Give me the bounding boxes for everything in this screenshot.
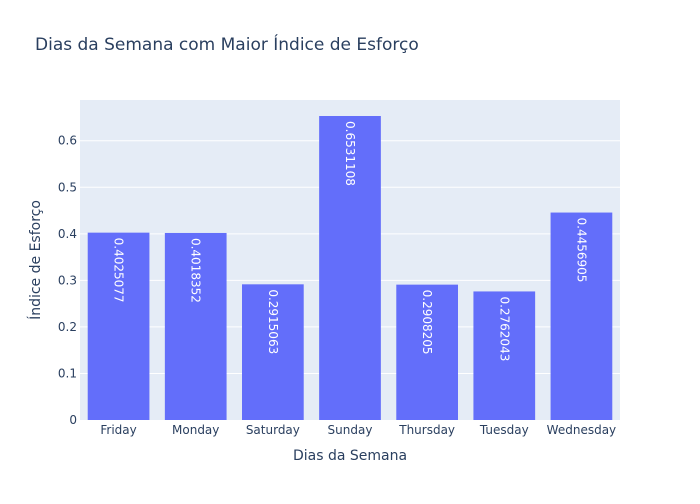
- x-tick-label: Tuesday: [479, 423, 529, 437]
- x-tick-label: Sunday: [328, 423, 373, 437]
- bar-monday: [164, 232, 227, 420]
- y-tick-label: 0.3: [58, 273, 77, 287]
- bar-value-label: 0.4456905: [574, 218, 588, 283]
- y-tick-label: 0.2: [58, 320, 77, 334]
- bar-value-label: 0.2762043: [497, 296, 511, 361]
- y-tick-label: 0: [69, 413, 77, 427]
- bar-thursday: [396, 284, 458, 420]
- y-tick-label: 0.5: [58, 180, 77, 194]
- x-tick-label: Thursday: [398, 423, 455, 437]
- x-tick-label: Saturday: [246, 423, 300, 437]
- y-tick-label: 0.1: [58, 366, 77, 380]
- bar-saturday: [242, 284, 304, 420]
- bar-wednesday: [550, 212, 613, 420]
- chart-title: Dias da Semana com Maior Índice de Esfor…: [35, 33, 419, 55]
- bar-value-label: 0.2908205: [420, 290, 434, 355]
- bar-friday: [87, 232, 150, 420]
- x-tick-label: Monday: [172, 423, 219, 437]
- y-axis-ticks: 0 0.1 0.2 0.3 0.4 0.5 0.6: [58, 134, 77, 427]
- bar-tuesday: [473, 291, 536, 420]
- y-tick-label: 0.6: [58, 134, 77, 148]
- bar-value-label: 0.6531108: [343, 121, 357, 186]
- x-tick-label: Friday: [100, 423, 136, 437]
- x-axis-title: Dias da Semana: [293, 448, 407, 464]
- bar-value-label: 0.2915063: [266, 289, 280, 354]
- x-axis-ticks: Friday Monday Saturday Sunday Thursday Tuesda…: [100, 423, 616, 437]
- bar-sunday: [319, 116, 381, 421]
- y-tick-label: 0.4: [58, 227, 77, 241]
- y-axis-title: Índice de Esforço: [27, 200, 44, 320]
- bar-value-label: 0.4018352: [189, 238, 203, 303]
- bar-value-label: 0.4025077: [112, 238, 126, 303]
- bars: 0.4025077 0.4018352 0.2915063 0.6531108 0.29…: [87, 116, 613, 421]
- x-tick-label: Wednesday: [547, 423, 616, 437]
